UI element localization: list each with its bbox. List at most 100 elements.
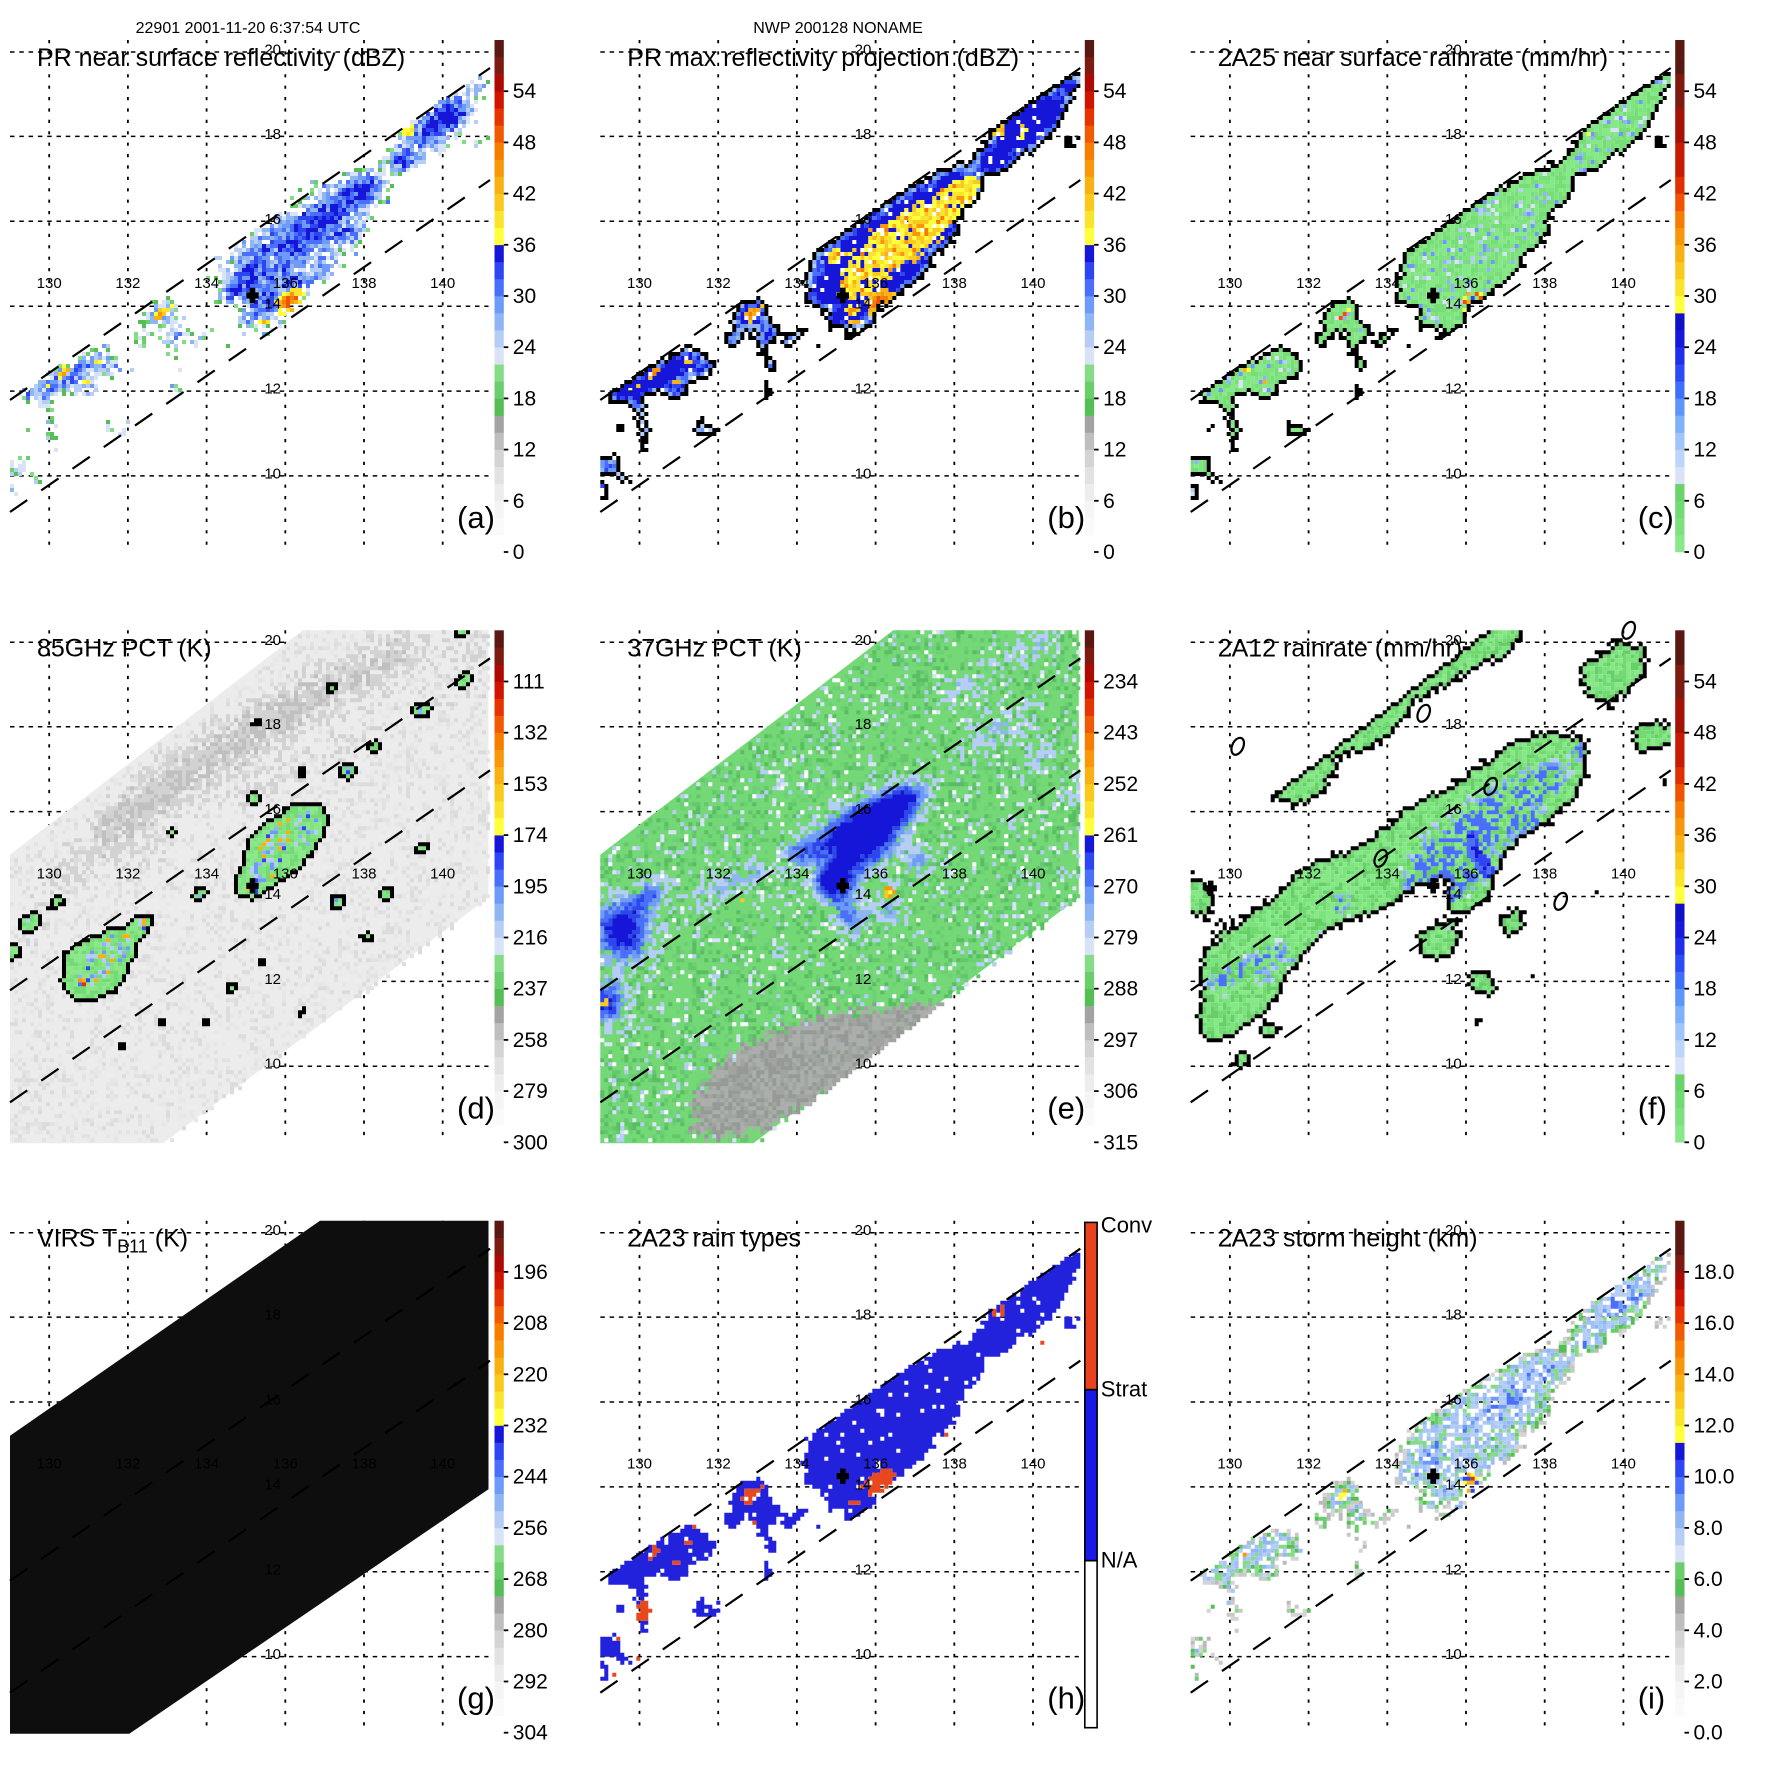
svg-text:111: 111 <box>513 671 545 694</box>
svg-text:0: 0 <box>1103 541 1115 564</box>
svg-text:136: 136 <box>863 275 888 292</box>
svg-text:140: 140 <box>1020 1456 1045 1473</box>
svg-text:18: 18 <box>1694 978 1717 1001</box>
svg-text:48: 48 <box>1694 722 1717 745</box>
svg-text:12: 12 <box>855 1561 872 1578</box>
svg-text:10: 10 <box>1445 1056 1462 1073</box>
svg-text:196: 196 <box>513 1261 548 1284</box>
svg-text:36: 36 <box>1694 234 1717 257</box>
svg-text:14: 14 <box>1445 886 1462 903</box>
svg-text:12: 12 <box>1103 439 1126 462</box>
svg-text:0: 0 <box>1694 1131 1706 1154</box>
svg-text:12: 12 <box>855 971 872 988</box>
svg-text:14: 14 <box>1445 1476 1462 1493</box>
svg-text:136: 136 <box>273 865 298 882</box>
svg-text:16: 16 <box>855 211 872 228</box>
svg-text:24: 24 <box>1103 336 1127 359</box>
svg-text:138: 138 <box>1532 1456 1557 1473</box>
svg-text:14: 14 <box>1445 296 1462 313</box>
svg-text:153: 153 <box>513 773 548 796</box>
svg-text:6: 6 <box>1103 490 1115 513</box>
svg-text:306: 306 <box>1103 1080 1138 1103</box>
svg-text:12: 12 <box>1445 1561 1462 1578</box>
svg-text:22901 2001-11-20 6:37:54 UTC: 22901 2001-11-20 6:37:54 UTC <box>136 20 361 37</box>
svg-text:6: 6 <box>513 490 525 513</box>
svg-text:2A12 rainrate (mm/hr): 2A12 rainrate (mm/hr) <box>1218 634 1463 662</box>
svg-text:134: 134 <box>194 275 219 292</box>
svg-text:6: 6 <box>1694 490 1706 513</box>
svg-text:10: 10 <box>264 1056 281 1073</box>
svg-text:37GHz PCT (K): 37GHz PCT (K) <box>627 634 802 662</box>
svg-text:18: 18 <box>1445 716 1462 733</box>
svg-text:132: 132 <box>115 275 140 292</box>
svg-text:270: 270 <box>1103 875 1138 898</box>
svg-text:10: 10 <box>855 465 872 482</box>
svg-text:16: 16 <box>264 1392 281 1409</box>
svg-text:132: 132 <box>1296 1456 1321 1473</box>
svg-text:140: 140 <box>430 275 455 292</box>
svg-text:16: 16 <box>264 801 281 818</box>
svg-text:42: 42 <box>1694 183 1717 206</box>
svg-text:20: 20 <box>264 42 281 59</box>
svg-text:132: 132 <box>706 865 731 882</box>
svg-text:138: 138 <box>942 1456 967 1473</box>
svg-text:138: 138 <box>942 865 967 882</box>
svg-text:24: 24 <box>513 336 537 359</box>
svg-text:8.0: 8.0 <box>1694 1517 1723 1540</box>
svg-text:136: 136 <box>273 1456 298 1473</box>
svg-text:130: 130 <box>1217 1456 1242 1473</box>
svg-text:(i): (i) <box>1638 1681 1666 1716</box>
svg-text:138: 138 <box>351 865 376 882</box>
svg-text:48: 48 <box>513 131 536 154</box>
svg-text:132: 132 <box>115 1456 140 1473</box>
svg-text:2A23 storm height (km): 2A23 storm height (km) <box>1218 1225 1478 1253</box>
svg-text:252: 252 <box>1103 773 1138 796</box>
svg-text:134: 134 <box>784 1456 809 1473</box>
svg-text:24: 24 <box>1694 927 1718 950</box>
svg-text:138: 138 <box>351 275 376 292</box>
svg-text:18.0: 18.0 <box>1694 1261 1735 1284</box>
svg-text:4.0: 4.0 <box>1694 1619 1723 1642</box>
svg-text:20: 20 <box>855 42 872 59</box>
svg-text:132: 132 <box>706 275 731 292</box>
svg-text:140: 140 <box>1020 865 1045 882</box>
svg-text:134: 134 <box>1375 1456 1400 1473</box>
svg-text:12: 12 <box>513 439 536 462</box>
svg-text:140: 140 <box>1611 1456 1636 1473</box>
svg-text:N/A: N/A <box>1101 1548 1138 1573</box>
svg-text:136: 136 <box>863 865 888 882</box>
svg-text:132: 132 <box>513 722 548 745</box>
svg-text:12: 12 <box>264 971 281 988</box>
svg-text:18: 18 <box>1445 1307 1462 1324</box>
svg-text:132: 132 <box>706 1456 731 1473</box>
svg-text:130: 130 <box>627 275 652 292</box>
svg-text:14: 14 <box>264 1476 281 1493</box>
svg-text:(e): (e) <box>1047 1090 1085 1125</box>
svg-text:16: 16 <box>855 801 872 818</box>
svg-text:138: 138 <box>1532 275 1557 292</box>
svg-text:243: 243 <box>1103 722 1138 745</box>
svg-text:208: 208 <box>513 1312 548 1335</box>
svg-text:300: 300 <box>513 1131 548 1154</box>
svg-text:12.0: 12.0 <box>1694 1415 1735 1438</box>
svg-text:(h): (h) <box>1047 1681 1085 1716</box>
svg-text:134: 134 <box>194 1456 219 1473</box>
svg-text:315: 315 <box>1103 1131 1138 1154</box>
svg-text:Conv: Conv <box>1101 1213 1152 1238</box>
svg-text:30: 30 <box>513 285 536 308</box>
svg-text:(a): (a) <box>457 500 495 535</box>
svg-text:18: 18 <box>264 126 281 143</box>
svg-text:(b): (b) <box>1047 500 1085 535</box>
svg-text:258: 258 <box>513 1029 548 1052</box>
svg-text:20: 20 <box>1445 42 1462 59</box>
svg-text:140: 140 <box>1020 275 1045 292</box>
svg-text:2.0: 2.0 <box>1694 1671 1723 1694</box>
svg-text:140: 140 <box>1611 865 1636 882</box>
svg-text:14.0: 14.0 <box>1694 1363 1735 1386</box>
svg-text:279: 279 <box>1103 927 1138 950</box>
svg-text:20: 20 <box>264 632 281 649</box>
svg-text:PR near surface reflectivity (: PR near surface reflectivity (dBZ) <box>37 44 405 72</box>
svg-text:2A23 rain types: 2A23 rain types <box>627 1225 801 1253</box>
svg-text:0.0: 0.0 <box>1694 1722 1723 1745</box>
svg-text:18: 18 <box>1694 387 1717 410</box>
